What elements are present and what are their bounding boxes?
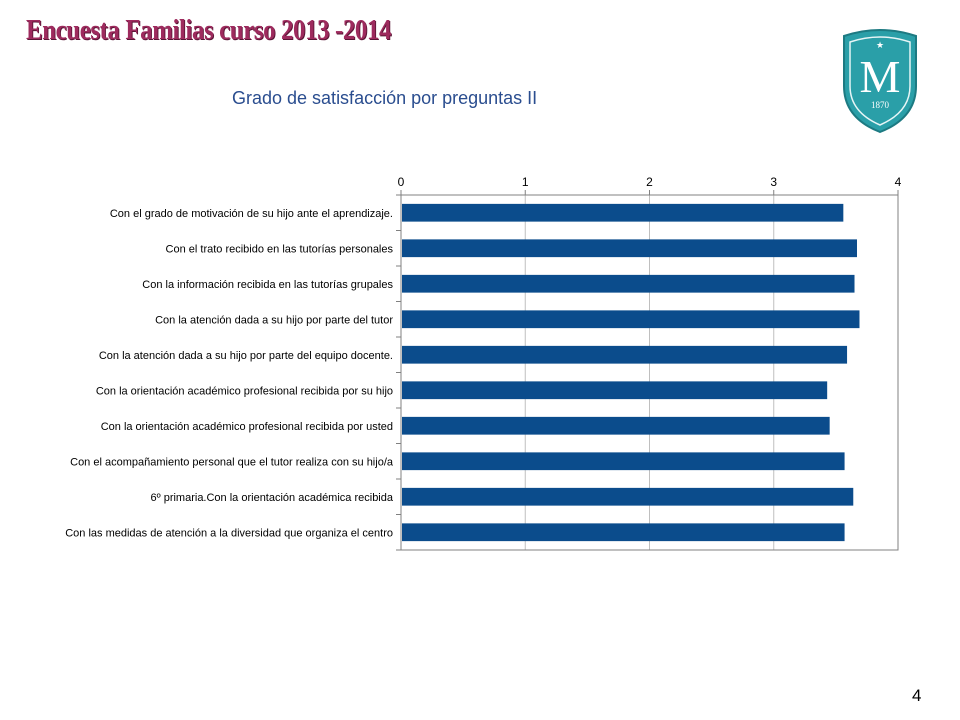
bar	[402, 274, 855, 293]
category-label: 6º primaria.Con la orientación académica…	[151, 492, 394, 504]
x-tick-label: 3	[770, 175, 777, 189]
bar	[402, 523, 845, 542]
school-logo: M 1870 ★	[843, 29, 917, 134]
category-label: Con la información recibida en las tutor…	[142, 279, 393, 291]
category-label: Con el acompañamiento personal que el tu…	[70, 456, 394, 468]
category-label: Con la atención dada a su hijo por parte…	[155, 314, 393, 326]
page-header-title: Encuesta Familias curso 2013 -2014	[26, 14, 392, 46]
category-label: Con la orientación académico profesional…	[96, 385, 393, 397]
logo-letter: M	[860, 51, 901, 102]
x-tick-label: 1	[522, 175, 529, 189]
logo-shield	[843, 29, 917, 134]
svg-text:★: ★	[876, 40, 884, 50]
chart-title: Grado de satisfacción por preguntas II	[232, 88, 538, 108]
x-tick-label: 2	[646, 175, 653, 189]
bar	[402, 452, 845, 471]
category-label: Con la atención dada a su hijo por parte…	[99, 350, 393, 362]
page-number: 4	[912, 686, 922, 705]
category-label: Con las medidas de atención a la diversi…	[65, 527, 393, 539]
bar	[402, 487, 854, 506]
bar	[402, 239, 857, 258]
bar	[402, 345, 848, 364]
category-label: Con el grado de motivación de su hijo an…	[110, 208, 393, 220]
bar	[402, 416, 830, 435]
bar	[402, 310, 860, 329]
x-tick-label: 4	[895, 175, 902, 189]
bar	[402, 203, 844, 222]
x-tick-label: 0	[398, 175, 405, 189]
bar	[402, 381, 828, 400]
category-label: Con el trato recibido en las tutorías pe…	[166, 243, 394, 255]
logo-year: 1870	[871, 100, 890, 110]
category-label: Con la orientación académico profesional…	[101, 421, 393, 433]
